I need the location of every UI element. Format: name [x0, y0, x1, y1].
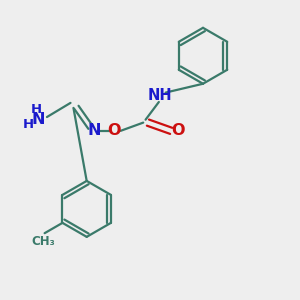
Text: O: O [108, 123, 121, 138]
Text: H: H [31, 103, 42, 116]
Text: NH: NH [148, 88, 172, 103]
Text: CH₃: CH₃ [31, 235, 55, 248]
Text: O: O [171, 123, 185, 138]
Text: H: H [23, 118, 34, 131]
Text: N: N [87, 123, 101, 138]
Text: N: N [32, 112, 45, 127]
